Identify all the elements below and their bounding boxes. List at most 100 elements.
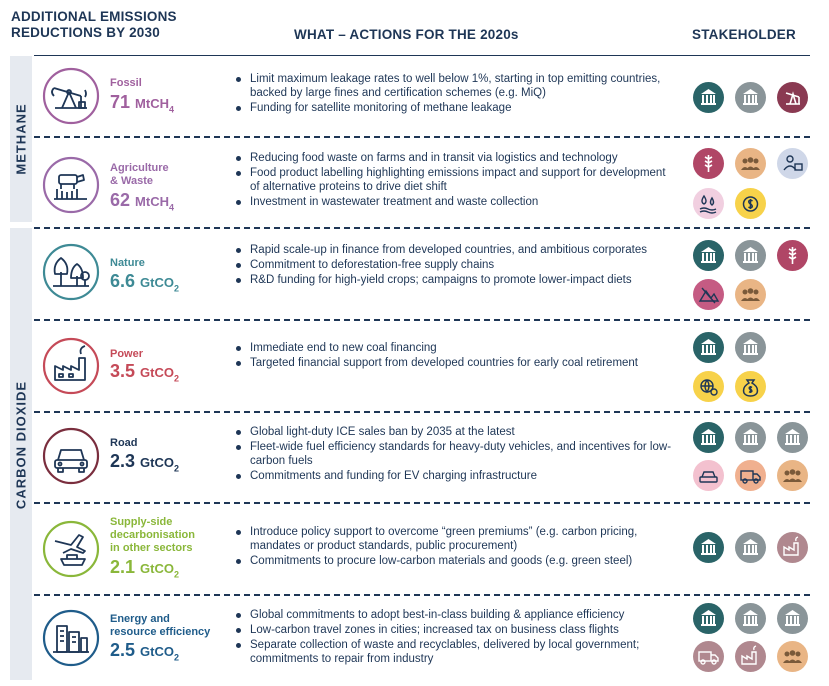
consumers-icon [735,148,766,179]
value-subscript: 4 [168,202,174,213]
sector-name-line2: decarbonisation [110,529,195,541]
action-item: Global light-duty ICE sales ban by 2035 … [234,426,674,440]
value-number: 71 [110,92,131,112]
government-icon [693,603,724,634]
sector-name: Supply-side decarbonisation in other sec… [110,516,195,555]
public-finance-icon [735,82,766,113]
value-unit: MtCH [135,96,169,111]
sector-name: Energy and resource efficiency [110,613,210,639]
government-icon [693,532,724,563]
factory-icon [41,336,101,396]
sector-name-line2: resource efficiency [110,626,211,638]
sector-name: Nature [110,257,145,269]
oil-pump-icon [41,66,101,126]
government-icon [693,240,724,271]
private-finance-icon [735,188,766,219]
sector-value: 6.6 GtCO2 [110,271,179,294]
value-unit: GtCO [140,561,174,576]
sector-value: 2.1 GtCO2 [110,557,179,580]
plane-ship-icon [41,519,101,579]
methane-label: METHANE [13,103,29,175]
action-item: Reducing food waste on farms and in tran… [234,152,674,166]
action-item: Separate collection of waste and recycla… [234,639,674,666]
action-item: Fleet-wide fuel efficiency standards for… [234,441,674,468]
sector-name: Road [110,437,138,449]
land-use-icon [693,279,724,310]
oil-gas-industry-icon [777,82,808,113]
food-companies-icon [777,148,808,179]
row-road: Road 2.3 GtCO2 Global light-duty ICE sal… [34,413,810,501]
public-finance-icon [735,422,766,453]
action-item: Funding for satellite monitoring of meth… [234,102,674,116]
action-item: Commitments to procure low-carbon materi… [234,555,674,569]
action-item: Immediate end to new coal financing [234,342,674,356]
value-number: 3.5 [110,361,136,381]
header-actions: WHAT – ACTIONS FOR THE 2020s [294,27,519,42]
value-subscript: 2 [174,463,180,474]
sector-value: 2.3 GtCO2 [110,451,179,474]
consumers-icon [777,641,808,672]
header-reductions-line2: REDUCTIONS BY 2030 [11,25,160,40]
sector-value: 71 MtCH4 [110,92,174,115]
sector-name: Power [110,348,144,360]
action-item: Investment in wastewater treatment and w… [234,196,674,210]
value-number: 2.3 [110,451,136,471]
finance-globe-icon [693,371,724,402]
public-finance-icon [735,603,766,634]
agriculture-icon [693,148,724,179]
cow-crops-icon [41,155,101,215]
sector-name-line3: in other sectors [110,542,193,554]
value-subscript: 2 [174,283,180,294]
row-separator [34,55,810,56]
value-unit: GtCO [140,644,174,659]
government-icon [693,422,724,453]
action-item: Food product labelling highlighting emis… [234,167,674,194]
car-icon [41,426,101,486]
methane-band [10,56,32,222]
sector-name-line1: Supply-side [110,516,173,528]
row-energy-efficiency: Energy and resource efficiency 2.5 GtCO2… [34,596,810,684]
action-item: Introduce policy support to overcome “gr… [234,526,674,553]
value-number: 6.6 [110,271,136,291]
public-finance-icon [735,240,766,271]
value-subscript: 2 [174,373,180,384]
heavy-industry-icon [735,641,766,672]
value-number: 2.1 [110,557,136,577]
government-icon [693,332,724,363]
value-number: 62 [110,190,131,210]
sector-name-line1: Agriculture [110,162,169,174]
action-list: Global light-duty ICE sales ban by 2035 … [234,426,674,485]
action-item: Commitment to deforestation-free supply … [234,259,674,273]
consumers-icon [777,460,808,491]
value-unit: MtCH [135,194,169,209]
sector-value: 62 MtCH4 [110,190,174,213]
action-item: Rapid scale-up in finance from developed… [234,244,674,258]
row-separator [34,411,810,413]
sector-value: 3.5 GtCO2 [110,361,179,384]
row-separator [34,594,810,596]
row-separator [34,502,810,504]
action-list: Reducing food waste on farms and in tran… [234,152,674,211]
row-nature: Nature 6.6 GtCO2 Rapid scale-up in finan… [34,229,810,317]
water-utilities-icon [693,188,724,219]
public-finance-icon [735,332,766,363]
sector-name-line1: Energy and [110,613,170,625]
row-supply-side: Supply-side decarbonisation in other sec… [34,504,810,592]
truck-fleets-icon [735,460,766,491]
header-reductions-line1: ADDITIONAL EMISSIONS [11,9,177,24]
consumers-icon [735,279,766,310]
public-finance-icon [777,603,808,634]
buildings-icon [41,608,101,668]
trees-icon [41,242,101,302]
action-list: Immediate end to new coal financing Targ… [234,342,674,372]
sector-value: 2.5 GtCO2 [110,640,179,663]
row-separator [34,319,810,321]
header-reductions: ADDITIONAL EMISSIONS REDUCTIONS BY 2030 [11,9,177,41]
truck-fleets-icon [693,641,724,672]
action-item: Targeted financial support from develope… [234,357,674,371]
action-list: Global commitments to adopt best-in-clas… [234,609,674,668]
row-power: Power 3.5 GtCO2 Immediate end to new coa… [34,321,810,409]
sector-name: Fossil [110,77,142,89]
co2-band [10,228,32,680]
action-item: Global commitments to adopt best-in-clas… [234,609,674,623]
